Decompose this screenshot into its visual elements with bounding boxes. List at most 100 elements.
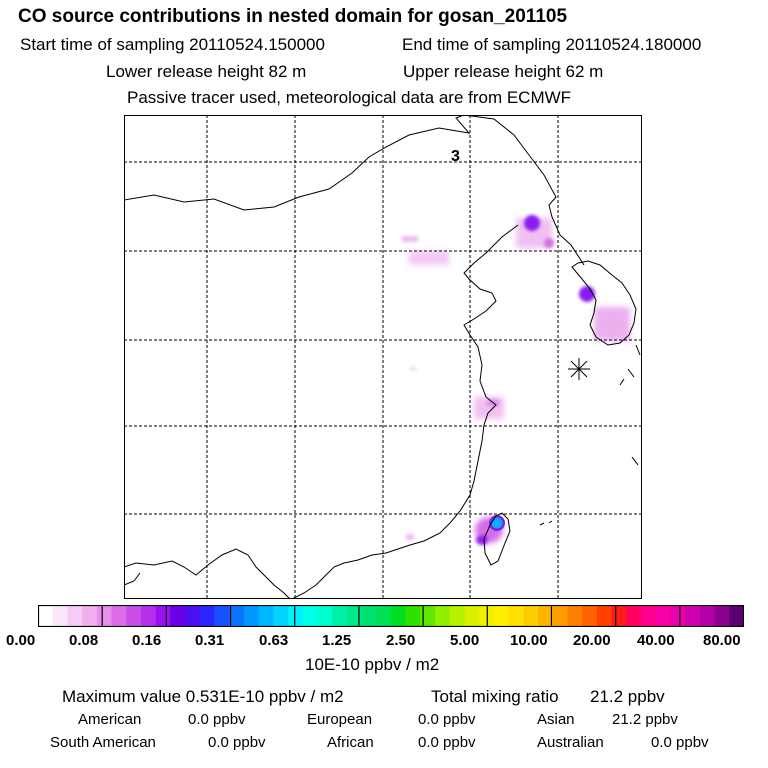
african-value: 0.0 ppbv — [418, 734, 476, 751]
plume-manchuria-core — [524, 215, 540, 231]
color-swatch — [96, 605, 113, 627]
color-swatch — [229, 605, 245, 627]
color-scale-ticks: 0.00 0.08 0.16 0.31 0.63 1.25 2.50 5.00 … — [6, 632, 765, 650]
color-swatch — [391, 605, 407, 627]
color-swatch — [214, 605, 230, 627]
color-swatch — [670, 605, 686, 627]
color-swatch — [243, 605, 260, 627]
color-swatch — [376, 605, 392, 627]
color-swatch — [361, 605, 377, 627]
color-swatch — [493, 605, 510, 627]
color-swatch — [82, 605, 98, 627]
color-swatch — [582, 605, 598, 627]
color-swatches — [38, 605, 744, 627]
tick-label-3: 0.31 — [195, 632, 225, 649]
color-swatch — [199, 605, 216, 627]
plot-title: CO source contributions in nested domain… — [18, 6, 568, 27]
start-time-label: Start time of sampling 20110524.150000 — [20, 35, 325, 54]
tick-label-6: 2.50 — [386, 632, 416, 649]
color-swatch — [464, 605, 480, 627]
coastline-china-east — [291, 224, 519, 599]
color-swatch — [611, 605, 627, 627]
panel-label: 3 — [451, 148, 460, 165]
color-swatch — [552, 605, 569, 627]
australian-value: 0.0 ppbv — [651, 734, 709, 751]
border-south — [124, 572, 141, 586]
color-swatch — [52, 605, 69, 627]
grid-lines — [124, 115, 642, 599]
color-swatch — [449, 605, 466, 627]
color-swatch — [523, 605, 539, 627]
color-swatch — [38, 605, 54, 627]
african-label: African — [327, 734, 374, 751]
plume-inland — [410, 367, 416, 371]
tick-label-8: 10.00 — [510, 632, 548, 649]
end-time-label: End time of sampling 20110524.180000 — [402, 35, 702, 54]
color-swatch — [126, 605, 142, 627]
color-scale-frame — [38, 605, 744, 627]
tick-label-1: 0.08 — [69, 632, 99, 649]
color-swatch — [655, 605, 672, 627]
tick-label-0: 0.00 — [6, 632, 36, 649]
upper-release-label: Upper release height 62 m — [403, 62, 604, 81]
plume-taiwan-west — [476, 535, 488, 545]
asian-label: Asian — [537, 711, 575, 728]
color-swatch — [67, 605, 83, 627]
total-mixing-value: 21.2 ppbv — [590, 687, 665, 706]
plume-guangdong — [406, 534, 414, 540]
color-swatch — [288, 605, 304, 627]
color-scale-units: 10E-10 ppbv / m2 — [305, 655, 440, 674]
coastline-layer — [124, 115, 641, 599]
color-swatch — [140, 605, 157, 627]
color-swatch — [538, 605, 554, 627]
lower-release-label: Lower release height 82 m — [106, 62, 307, 81]
color-swatch — [435, 605, 451, 627]
european-value: 0.0 ppbv — [418, 711, 476, 728]
color-swatch — [258, 605, 274, 627]
color-swatch — [170, 605, 186, 627]
color-swatch — [332, 605, 348, 627]
american-label: American — [78, 711, 142, 728]
color-swatch — [185, 605, 201, 627]
max-value-label: Maximum value 0.531E-10 ppbv / m2 — [62, 687, 344, 706]
plume-korea-south — [594, 307, 630, 341]
plume-layer — [402, 215, 630, 545]
european-label: European — [307, 711, 373, 728]
tick-label-11: 80.00 — [703, 632, 741, 649]
south-american-label: South American — [50, 734, 156, 751]
asterisk-icon — [568, 358, 590, 380]
tick-label-10: 40.00 — [637, 632, 675, 649]
border-mongolia — [124, 115, 471, 211]
color-swatch — [508, 605, 524, 627]
color-swatch — [420, 605, 436, 627]
south-american-value: 0.0 ppbv — [208, 734, 266, 751]
color-swatch — [405, 605, 422, 627]
coastline-taiwan — [483, 512, 511, 566]
tick-label-9: 20.00 — [573, 632, 611, 649]
border-northeast — [463, 115, 585, 266]
color-swatch — [155, 605, 171, 627]
tick-label-5: 1.25 — [322, 632, 352, 649]
color-swatch — [346, 605, 363, 627]
color-swatch — [626, 605, 642, 627]
total-mixing-label: Total mixing ratio — [431, 687, 559, 706]
map-panel: 3 — [124, 115, 642, 599]
color-swatch — [685, 605, 701, 627]
tracer-note: Passive tracer used, meteorological data… — [127, 88, 572, 107]
color-scale-dividers — [101, 605, 681, 627]
color-swatch — [302, 605, 319, 627]
color-swatch — [714, 605, 730, 627]
asian-value: 21.2 ppbv — [612, 711, 678, 728]
tick-label-2: 0.16 — [132, 632, 162, 649]
tick-label-7: 5.00 — [450, 632, 480, 649]
coastline-korea — [571, 260, 637, 346]
color-swatch — [317, 605, 333, 627]
plume-manchuria-east — [544, 238, 554, 248]
tick-label-4: 0.63 — [259, 632, 289, 649]
australian-label: Australian — [537, 734, 604, 751]
color-swatch — [567, 605, 583, 627]
color-swatch — [729, 605, 744, 627]
coastline-islands — [539, 344, 641, 526]
american-value: 0.0 ppbv — [188, 711, 246, 728]
color-scale-bar — [38, 605, 744, 627]
